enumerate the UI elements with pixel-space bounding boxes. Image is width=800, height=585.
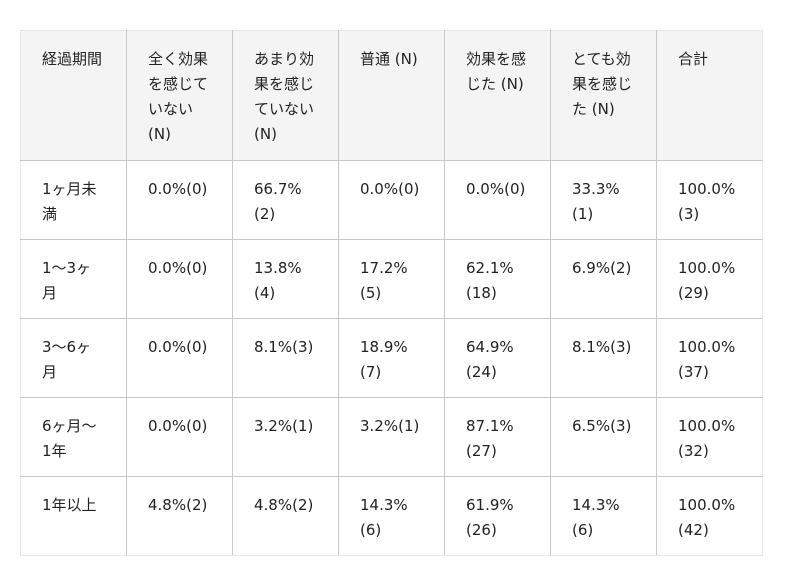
column-header: とても効果を感じた (N) (550, 30, 657, 161)
table-cell: 61.9%(26) (444, 476, 551, 556)
table-cell: 3.2%(1) (232, 397, 339, 477)
table-cell: 100.0%(3) (656, 160, 763, 240)
table-cell: 0.0%(0) (338, 160, 445, 240)
table-cell: 0.0%(0) (126, 397, 233, 477)
table-cell: 100.0%(32) (656, 397, 763, 477)
table-cell: 0.0%(0) (444, 160, 551, 240)
table-cell: 100.0%(37) (656, 318, 763, 398)
table-cell: 64.9%(24) (444, 318, 551, 398)
table-cell: 17.2%(5) (338, 239, 445, 319)
row-label-cell: 1年以上 (20, 476, 127, 556)
row-label-cell: 6ヶ月〜1年 (20, 397, 127, 477)
table-row: 1ヶ月未満 0.0%(0) 66.7%(2) 0.0%(0) 0.0%(0) 33.3%(… (20, 160, 763, 240)
row-label-cell: 1ヶ月未満 (20, 160, 127, 240)
row-label-cell: 1〜3ヶ月 (20, 239, 127, 319)
table-row: 3〜6ヶ月 0.0%(0) 8.1%(3) 18.9%(7) 64.9%(24) 8.1%… (20, 318, 763, 398)
table-cell: 0.0%(0) (126, 239, 233, 319)
table-cell: 14.3%(6) (550, 476, 657, 556)
table-cell: 6.9%(2) (550, 239, 657, 319)
effect-by-period-table: 経過期間 全く効果を感じていない (N) あまり効果を感じていない(N) 普通 (N)… (20, 30, 763, 556)
table-cell: 100.0%(42) (656, 476, 763, 556)
table-cell: 8.1%(3) (232, 318, 339, 398)
table-cell: 33.3%(1) (550, 160, 657, 240)
table-cell: 66.7%(2) (232, 160, 339, 240)
column-header: 合計 (656, 30, 763, 161)
column-header: 効果を感じた (N) (444, 30, 551, 161)
table-cell: 18.9%(7) (338, 318, 445, 398)
table-cell: 4.8%(2) (232, 476, 339, 556)
column-header: 全く効果を感じていない (N) (126, 30, 233, 161)
table-cell: 100.0%(29) (656, 239, 763, 319)
column-header: あまり効果を感じていない(N) (232, 30, 339, 161)
column-header: 普通 (N) (338, 30, 445, 161)
table-cell: 62.1%(18) (444, 239, 551, 319)
table-row: 1〜3ヶ月 0.0%(0) 13.8%(4) 17.2%(5) 62.1%(18) 6.9… (20, 239, 763, 319)
table-row: 6ヶ月〜1年 0.0%(0) 3.2%(1) 3.2%(1) 87.1%(27) 6.5%… (20, 397, 763, 477)
header-row: 経過期間 全く効果を感じていない (N) あまり効果を感じていない(N) 普通 (N)… (20, 30, 763, 161)
table-cell: 6.5%(3) (550, 397, 657, 477)
table-cell: 14.3%(6) (338, 476, 445, 556)
table-cell: 0.0%(0) (126, 160, 233, 240)
row-label-cell: 3〜6ヶ月 (20, 318, 127, 398)
table-cell: 0.0%(0) (126, 318, 233, 398)
column-header: 経過期間 (20, 30, 127, 161)
table-cell: 87.1%(27) (444, 397, 551, 477)
table-cell: 4.8%(2) (126, 476, 233, 556)
table-cell: 8.1%(3) (550, 318, 657, 398)
table-cell: 3.2%(1) (338, 397, 445, 477)
table-cell: 13.8%(4) (232, 239, 339, 319)
table-row: 1年以上 4.8%(2) 4.8%(2) 14.3%(6) 61.9%(26) 14.3%… (20, 476, 763, 556)
